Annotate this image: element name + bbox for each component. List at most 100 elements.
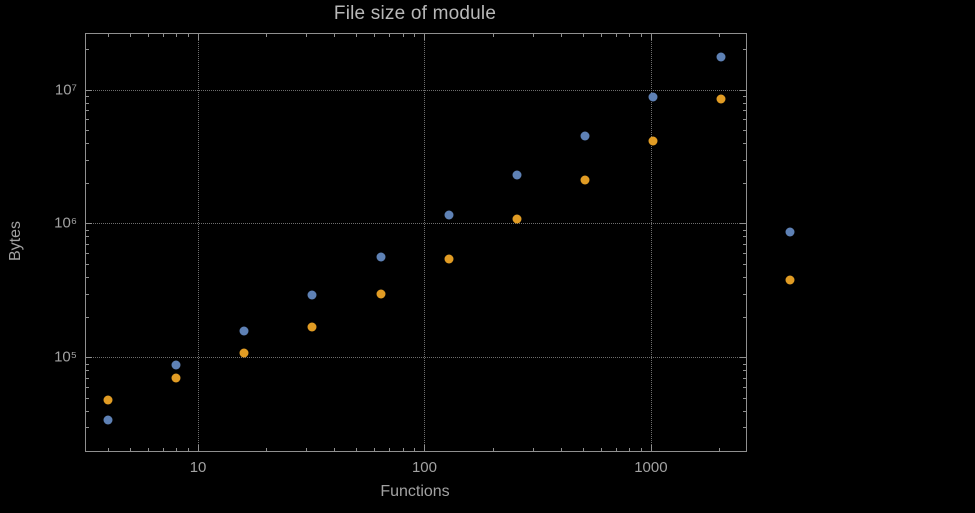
y-tick-label: 10⁷ bbox=[54, 81, 77, 99]
tick-mark bbox=[389, 34, 391, 37]
data-point bbox=[512, 170, 522, 180]
tick-mark bbox=[147, 34, 149, 37]
tick-mark bbox=[743, 410, 746, 412]
tick-mark bbox=[86, 102, 89, 104]
tick-mark bbox=[86, 119, 89, 121]
tick-mark bbox=[743, 378, 746, 380]
data-point bbox=[103, 415, 113, 425]
tick-mark bbox=[743, 119, 746, 121]
tick-mark bbox=[147, 448, 149, 451]
tick-mark bbox=[356, 448, 358, 451]
tick-mark bbox=[86, 397, 89, 399]
tick-mark bbox=[743, 451, 746, 452]
data-point bbox=[239, 348, 249, 358]
tick-mark bbox=[743, 183, 746, 185]
tick-mark bbox=[198, 445, 200, 451]
x-gridline bbox=[198, 34, 200, 451]
tick-mark bbox=[356, 34, 358, 37]
y-tick-label: 10⁶ bbox=[54, 214, 77, 232]
tick-mark bbox=[743, 49, 746, 51]
tick-mark bbox=[334, 448, 336, 451]
x-axis-label: Functions bbox=[380, 483, 450, 500]
tick-mark bbox=[86, 370, 89, 372]
tick-mark bbox=[743, 229, 746, 231]
tick-mark bbox=[600, 34, 602, 37]
tick-mark bbox=[86, 229, 89, 231]
tick-mark bbox=[306, 34, 308, 37]
data-point bbox=[785, 275, 795, 285]
data-point bbox=[444, 254, 454, 264]
tick-mark bbox=[107, 448, 109, 451]
tick-mark bbox=[162, 448, 164, 451]
tick-mark bbox=[86, 276, 89, 278]
tick-mark bbox=[266, 448, 268, 451]
tick-mark bbox=[640, 448, 642, 451]
tick-mark bbox=[129, 34, 131, 37]
tick-mark bbox=[532, 448, 534, 451]
tick-mark bbox=[389, 448, 391, 451]
tick-mark bbox=[743, 370, 746, 372]
data-point bbox=[307, 322, 317, 332]
tick-mark bbox=[719, 448, 721, 451]
data-point bbox=[648, 92, 658, 102]
tick-mark bbox=[628, 448, 630, 451]
tick-mark bbox=[86, 427, 89, 429]
tick-mark bbox=[743, 397, 746, 399]
tick-mark bbox=[743, 427, 746, 429]
tick-mark bbox=[86, 223, 92, 225]
tick-mark bbox=[582, 34, 584, 37]
tick-mark bbox=[86, 244, 89, 246]
tick-mark bbox=[107, 34, 109, 37]
tick-mark bbox=[615, 448, 617, 451]
tick-mark bbox=[424, 445, 426, 451]
tick-mark bbox=[743, 387, 746, 389]
tick-mark bbox=[743, 276, 746, 278]
y-axis-label: Bytes bbox=[7, 220, 24, 262]
tick-mark bbox=[414, 448, 416, 451]
x-tick-label: 1000 bbox=[634, 459, 668, 476]
tick-mark bbox=[86, 387, 89, 389]
tick-mark bbox=[743, 293, 746, 295]
tick-mark bbox=[719, 34, 721, 37]
data-point bbox=[648, 136, 658, 146]
tick-mark bbox=[650, 445, 652, 451]
tick-mark bbox=[86, 129, 89, 131]
tick-mark bbox=[162, 34, 164, 37]
tick-mark bbox=[86, 410, 89, 412]
tick-mark bbox=[743, 102, 746, 104]
data-point bbox=[785, 227, 795, 237]
plot-area: 10 100 1000 10⁵ 10⁶ 10⁷ bbox=[54, 33, 795, 476]
tick-mark bbox=[743, 363, 746, 365]
tick-mark bbox=[266, 34, 268, 37]
tick-mark bbox=[129, 448, 131, 451]
y-tick-label: 10⁵ bbox=[54, 348, 77, 366]
tick-mark bbox=[492, 448, 494, 451]
tick-mark bbox=[743, 253, 746, 255]
data-point bbox=[716, 52, 726, 62]
tick-mark bbox=[743, 244, 746, 246]
x-gridline bbox=[650, 34, 652, 451]
tick-mark bbox=[306, 448, 308, 451]
x-tick-label: 100 bbox=[411, 459, 437, 476]
tick-mark bbox=[86, 142, 89, 144]
data-point bbox=[580, 131, 590, 141]
data-point bbox=[580, 175, 590, 185]
tick-mark bbox=[743, 317, 746, 319]
tick-mark bbox=[86, 183, 89, 185]
tick-mark bbox=[532, 34, 534, 37]
y-gridline bbox=[86, 89, 746, 91]
tick-mark bbox=[86, 293, 89, 295]
tick-mark bbox=[198, 34, 200, 40]
data-point bbox=[444, 210, 454, 220]
data-point bbox=[376, 289, 386, 299]
tick-mark bbox=[740, 357, 746, 359]
tick-mark bbox=[414, 34, 416, 37]
tick-mark bbox=[743, 129, 746, 131]
tick-mark bbox=[600, 448, 602, 451]
tick-mark bbox=[743, 110, 746, 112]
tick-mark bbox=[743, 236, 746, 238]
tick-mark bbox=[86, 49, 89, 51]
tick-mark bbox=[743, 263, 746, 265]
data-point bbox=[239, 326, 249, 336]
tick-mark bbox=[86, 378, 89, 380]
